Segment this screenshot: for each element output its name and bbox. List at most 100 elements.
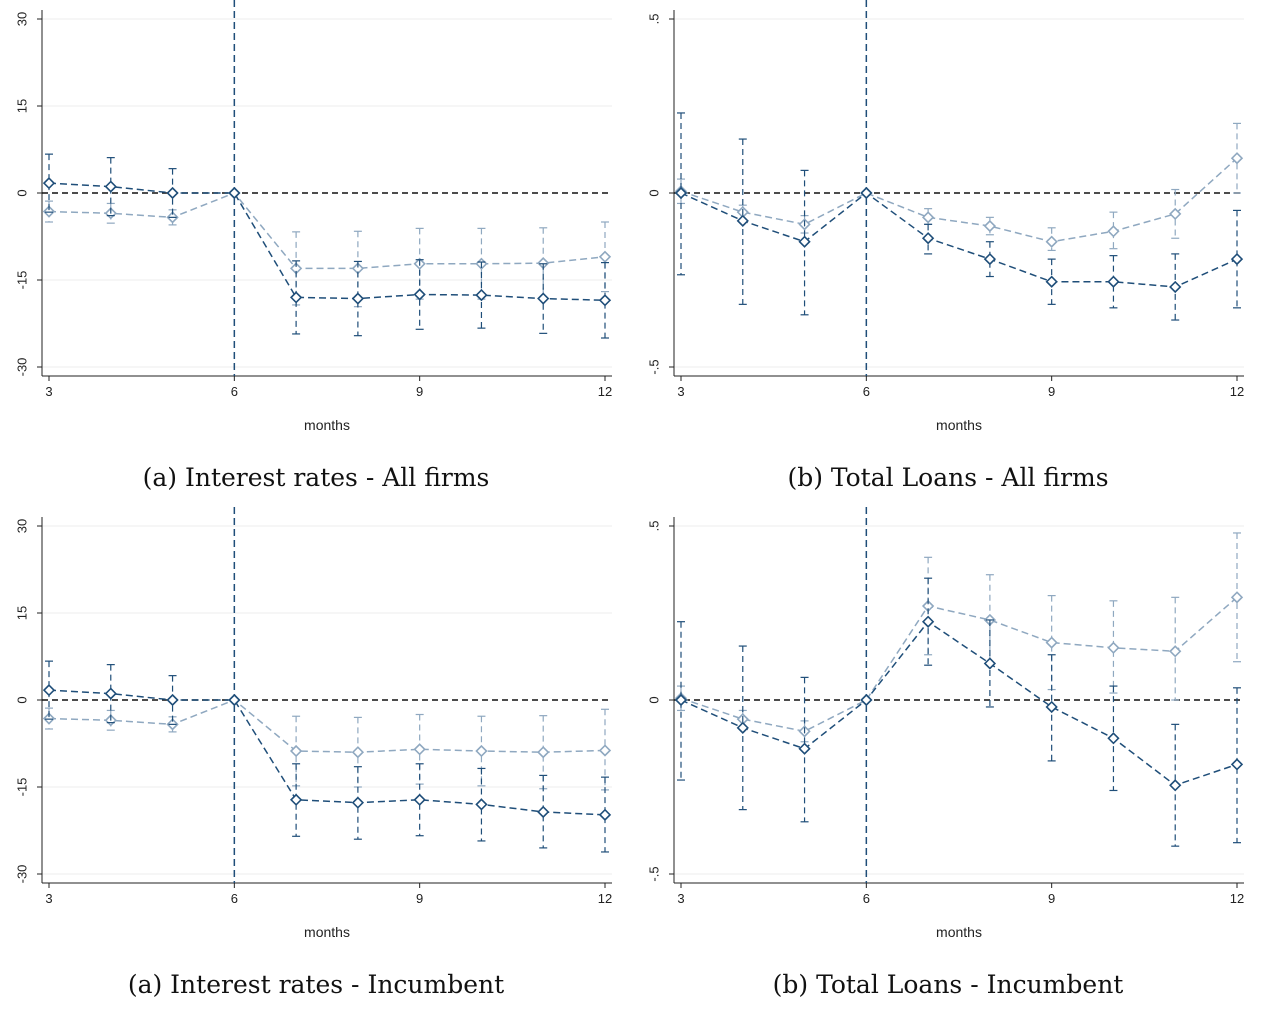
data-point <box>983 252 997 266</box>
y-tick-label: 30 <box>14 519 29 533</box>
data-point <box>598 250 612 263</box>
panel-loans-incumbent: -.5 0 .5 3 6 9 12 months (b) Total Loans - Incu… <box>632 507 1264 1013</box>
data-point <box>413 743 426 756</box>
data-point <box>860 693 873 707</box>
x-tick-label: 6 <box>231 891 238 906</box>
x-tick-label: 3 <box>677 891 684 906</box>
data-point <box>1107 732 1120 745</box>
y-tick-label: .5 <box>646 521 661 532</box>
data-point <box>921 232 935 245</box>
data-point <box>475 798 488 811</box>
chart-loans-incumbent: -.5 0 .5 3 6 9 12 months <box>646 507 1244 940</box>
data-point <box>475 288 488 302</box>
y-tick-label: 15 <box>14 606 29 620</box>
data-point <box>598 294 612 307</box>
chart-loans-all: -.5 0 .5 3 6 9 12 months <box>646 0 1244 433</box>
data-point <box>921 615 935 628</box>
y-tick-label: 0 <box>14 189 29 196</box>
data-point <box>289 793 303 806</box>
series-light <box>674 122 1244 252</box>
x-tick-label: 12 <box>1230 891 1244 906</box>
series-line <box>48 192 606 270</box>
y-tick-label: -15 <box>14 271 29 290</box>
data-point <box>674 693 688 707</box>
series-dark <box>42 153 612 339</box>
y-tick-label: .5 <box>646 14 661 25</box>
data-point <box>1045 636 1058 649</box>
data-point <box>537 746 550 759</box>
x-tick-label: 3 <box>677 384 684 399</box>
series-line <box>680 192 1238 288</box>
data-point <box>921 211 935 224</box>
series-light <box>42 186 612 308</box>
data-point <box>1169 645 1182 658</box>
data-point <box>983 219 997 233</box>
data-point <box>1107 225 1120 238</box>
data-point <box>413 288 426 301</box>
x-tick-label: 3 <box>45 384 52 399</box>
x-tick-label: 6 <box>231 384 238 399</box>
data-point <box>351 796 365 809</box>
data-point <box>736 721 749 734</box>
x-tick-label: 6 <box>863 891 870 906</box>
y-tick-label: 0 <box>14 696 29 703</box>
data-point <box>104 180 117 193</box>
data-point <box>860 186 873 200</box>
x-axis-title: months <box>304 924 350 940</box>
y-tick-label: 0 <box>646 189 661 196</box>
y-tick-label: -.5 <box>646 359 661 374</box>
data-point <box>1045 235 1058 248</box>
data-point <box>289 744 303 758</box>
data-point <box>1107 641 1120 654</box>
series-line <box>48 699 606 753</box>
x-tick-label: 12 <box>598 384 612 399</box>
y-tick-label: -.5 <box>646 866 661 881</box>
data-point <box>166 693 179 707</box>
x-tick-label: 9 <box>416 891 423 906</box>
data-point <box>289 291 303 304</box>
panel-loans-all: -.5 0 .5 3 6 9 12 months (b) Total Loans - All … <box>632 0 1264 506</box>
data-point <box>475 744 488 758</box>
data-point <box>983 657 997 670</box>
caption-loans-incumbent: (b) Total Loans - Incumbent <box>772 970 1124 999</box>
data-point <box>42 177 56 190</box>
series-line <box>680 157 1238 243</box>
chart-interest-incumbent: -30 -15 0 15 30 3 6 9 12 months <box>14 507 612 940</box>
series-line <box>48 182 606 302</box>
x-tick-label: 12 <box>598 891 612 906</box>
x-axis-title: months <box>304 417 350 433</box>
series-line <box>680 620 1238 787</box>
data-point <box>537 292 550 305</box>
y-tick-label: -15 <box>14 778 29 797</box>
x-axis-title: months <box>936 417 982 433</box>
x-tick-label: 6 <box>863 384 870 399</box>
data-point <box>1230 758 1244 771</box>
series-dark <box>674 112 1244 321</box>
y-tick-label: 15 <box>14 99 29 113</box>
series-line <box>48 689 606 816</box>
data-point <box>1169 280 1182 294</box>
caption-interest-all: (a) Interest rates - All firms <box>142 463 490 492</box>
data-point <box>798 235 811 248</box>
series-dark <box>674 577 1244 847</box>
data-point <box>598 808 612 821</box>
data-point <box>351 746 365 759</box>
panel-interest-all: -30 -15 0 15 30 3 6 9 12 months (a) Interest rate… <box>0 0 632 506</box>
data-point <box>1169 207 1182 221</box>
y-tick-label: 30 <box>14 12 29 26</box>
data-point <box>228 186 241 200</box>
y-tick-label: -30 <box>14 358 29 377</box>
data-point <box>1045 275 1058 288</box>
series-light <box>42 693 612 791</box>
data-point <box>413 793 426 806</box>
series-line <box>680 596 1238 733</box>
data-point <box>104 687 117 700</box>
chart-interest-all: -30 -15 0 15 30 3 6 9 12 months <box>14 0 612 433</box>
data-point <box>228 693 241 707</box>
data-point <box>166 186 179 200</box>
data-point <box>598 744 612 757</box>
x-tick-label: 9 <box>1048 384 1055 399</box>
x-tick-label: 9 <box>1048 891 1055 906</box>
x-tick-label: 9 <box>416 384 423 399</box>
y-tick-label: 0 <box>646 696 661 703</box>
